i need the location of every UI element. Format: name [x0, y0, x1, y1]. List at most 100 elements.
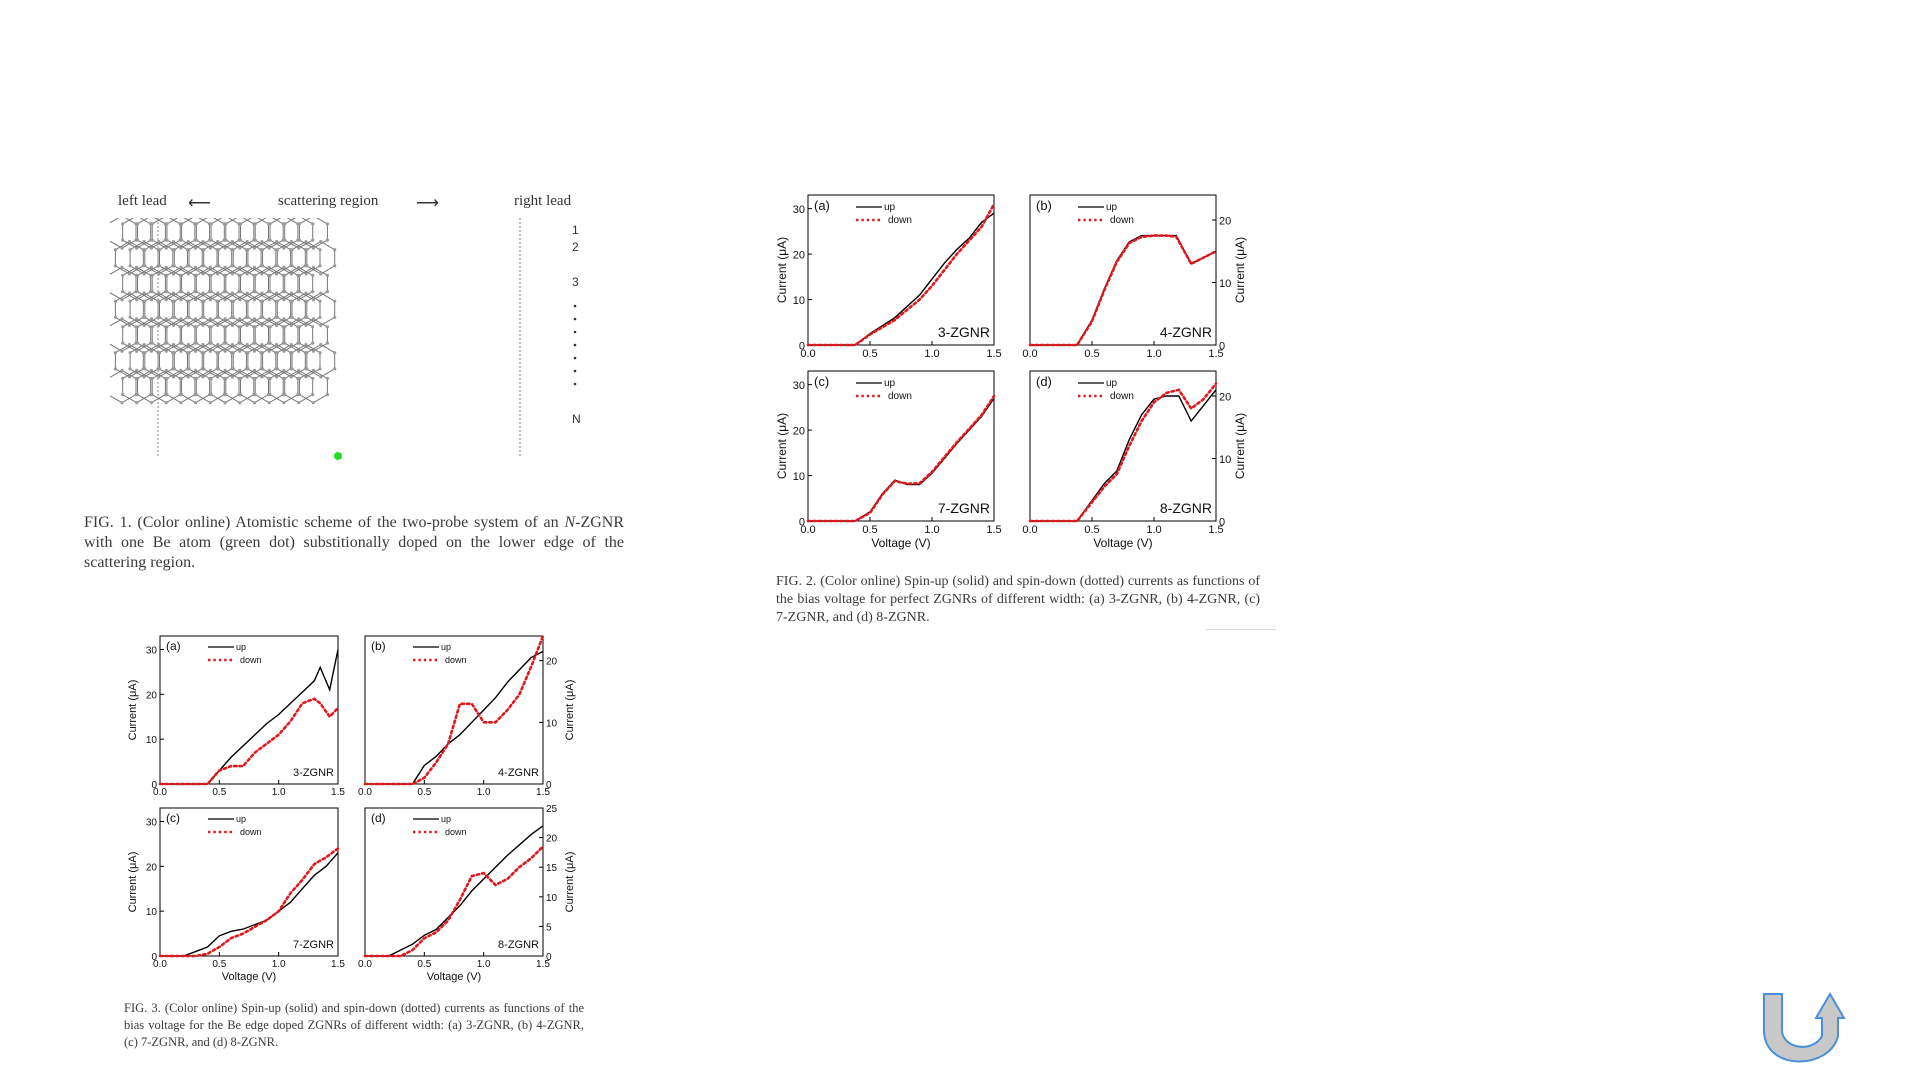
atom	[275, 323, 279, 327]
atom	[268, 238, 272, 242]
atom	[171, 272, 176, 276]
atom	[224, 222, 228, 226]
atom	[238, 325, 243, 329]
legend-up-label: up	[441, 814, 451, 824]
atom	[282, 317, 286, 321]
atom	[267, 246, 271, 250]
atom	[135, 265, 139, 269]
y-axis-label: Current (μA)	[775, 237, 789, 303]
atom	[201, 343, 205, 347]
hexagon-lattice	[110, 218, 336, 404]
atom	[238, 265, 242, 269]
atom	[325, 341, 329, 345]
atom	[187, 367, 191, 371]
lattice-scheme: 1 2 3 N	[110, 218, 581, 460]
atom	[164, 349, 168, 353]
y-axis-label: Current (μA)	[127, 852, 139, 913]
x-tick-label: 0.0	[153, 959, 167, 970]
atom	[150, 325, 154, 329]
atom	[135, 325, 140, 329]
atom	[202, 367, 206, 371]
series-down-line	[1028, 382, 1218, 523]
atom	[224, 238, 228, 242]
figure-2-caption: FIG. 2. (Color online) Spin-up (solid) a…	[776, 574, 1260, 625]
y-tick-label: 10	[146, 907, 158, 918]
atom	[283, 290, 287, 294]
atom	[164, 317, 168, 321]
atom	[201, 291, 205, 295]
x-tick-label: 1.0	[272, 787, 286, 798]
y-tick-label: 0	[1219, 341, 1225, 353]
x-tick-label: 0.0	[800, 348, 815, 360]
atom	[202, 299, 206, 303]
atom	[208, 265, 212, 269]
atom	[143, 248, 147, 252]
atom	[297, 290, 301, 294]
u-turn-arrow-icon[interactable]	[1760, 990, 1880, 1070]
atom	[253, 273, 257, 277]
atom	[246, 315, 250, 319]
atom	[172, 299, 176, 303]
x-tick-label: 0.0	[358, 959, 372, 970]
atom	[224, 376, 228, 381]
atom	[186, 375, 190, 379]
y-axis-label: Current (μA)	[775, 413, 789, 479]
panel-label: (b)	[371, 639, 386, 653]
atom	[201, 323, 205, 327]
atom	[311, 298, 315, 302]
y-tick-label: 10	[793, 471, 805, 483]
atom	[202, 315, 206, 319]
x-axis-label: Voltage (V)	[871, 536, 930, 550]
atom	[304, 343, 308, 347]
atom	[135, 393, 140, 397]
y-tick-label: 30	[146, 817, 158, 828]
atom	[246, 367, 250, 371]
atom	[245, 240, 249, 244]
atom	[113, 351, 117, 355]
atom	[289, 375, 293, 379]
x-tick-label: 0.5	[1084, 348, 1099, 360]
atom	[289, 291, 293, 295]
atom	[224, 325, 228, 329]
y-tick-label: 0	[546, 780, 552, 791]
atom	[121, 222, 125, 226]
atom	[238, 368, 242, 372]
atom	[253, 325, 257, 329]
atom	[209, 341, 213, 345]
atom	[275, 315, 279, 319]
atom	[318, 264, 322, 268]
atom	[172, 264, 176, 268]
atom	[180, 376, 184, 381]
atom	[224, 393, 228, 397]
atom	[194, 222, 198, 226]
y-tick-label: 20	[793, 250, 805, 262]
atom	[253, 341, 257, 345]
y-tick-label: 20	[546, 657, 558, 668]
atom	[325, 273, 329, 277]
x-tick-label: 1.5	[986, 348, 1001, 360]
atom	[311, 265, 315, 269]
atom	[252, 349, 257, 353]
atom	[157, 367, 162, 371]
series-down-line	[363, 845, 545, 958]
atom	[290, 299, 294, 303]
atom	[135, 222, 140, 226]
x-tick-label: 0.0	[1022, 348, 1037, 360]
atom	[224, 273, 228, 277]
y-tick-label: 0	[546, 952, 552, 963]
y-tick-label: 15	[546, 863, 558, 874]
atom	[179, 401, 183, 405]
plot-frame	[807, 370, 995, 522]
legend-down-label: down	[240, 827, 262, 837]
x-axis-label: Voltage (V)	[222, 971, 276, 983]
x-tick-label: 0.5	[417, 959, 431, 970]
atom	[297, 393, 301, 397]
series-down-line	[363, 634, 545, 786]
atom	[261, 315, 265, 319]
panel-name-label: 4-ZGNR	[498, 767, 539, 779]
atom	[208, 298, 212, 302]
atom	[311, 376, 315, 381]
plot-frame	[159, 807, 339, 957]
atom	[180, 273, 184, 277]
atom	[311, 325, 315, 329]
